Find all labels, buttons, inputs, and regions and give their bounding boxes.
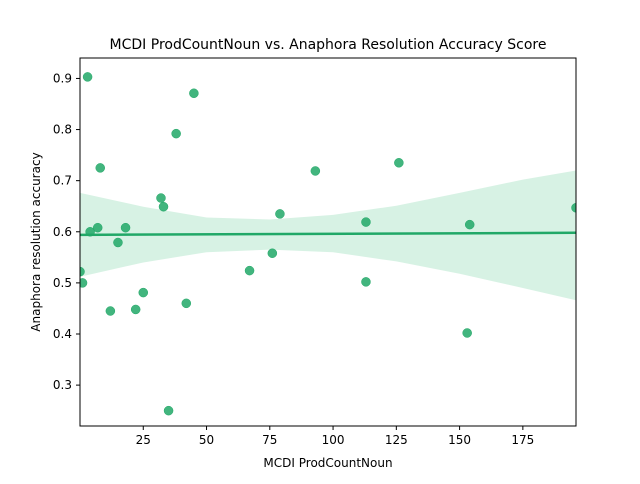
data-point-6 <box>105 306 116 316</box>
y-tick-label-0.5: 0.5 <box>53 276 72 290</box>
regression-line-layer <box>79 231 577 237</box>
data-point-10 <box>138 287 149 298</box>
x-axis-label: MCDI ProdCountNoun <box>263 456 392 470</box>
data-point-9 <box>130 304 141 315</box>
confidence-band <box>80 170 576 301</box>
x-axis-ticks: 25 50 75 100 125 150 175 <box>136 426 534 447</box>
data-point-8 <box>120 222 131 233</box>
data-point-17 <box>244 265 255 276</box>
x-tick-label-25: 25 <box>136 433 151 447</box>
data-point-3 <box>85 227 95 237</box>
confidence-band-layer <box>80 170 576 301</box>
data-point-15 <box>181 298 192 309</box>
data-point-4 <box>92 222 103 233</box>
data-point-22 <box>361 277 371 287</box>
x-tick-label-125: 125 <box>385 433 408 447</box>
data-point-12 <box>158 201 169 212</box>
y-tick-label-0.9: 0.9 <box>53 71 72 85</box>
data-point-7 <box>113 237 123 248</box>
y-axis-label: Anaphora resolution accuracy <box>29 152 43 331</box>
y-tick-label-0.3: 0.3 <box>53 378 72 392</box>
data-points-layer <box>80 72 576 416</box>
data-point-5 <box>95 163 105 173</box>
data-point-11 <box>156 193 166 203</box>
data-point-18 <box>267 248 278 258</box>
x-tick-label-175: 175 <box>511 433 534 447</box>
data-point-26 <box>571 203 576 213</box>
data-point-23 <box>394 158 404 168</box>
data-point-19 <box>275 209 285 219</box>
data-point-20 <box>310 166 321 176</box>
data-point-24 <box>462 328 472 338</box>
y-tick-label-0.4: 0.4 <box>53 327 72 341</box>
data-point-0 <box>80 266 85 277</box>
data-point-1 <box>80 278 88 288</box>
y-tick-label-0.7: 0.7 <box>53 174 72 188</box>
x-tick-label-150: 150 <box>448 433 471 447</box>
data-point-2 <box>82 72 93 82</box>
y-axis-ticks: 0.3 0.4 0.5 0.6 0.7 0.8 0.9 <box>53 71 80 392</box>
data-point-25 <box>464 219 475 230</box>
x-tick-label-50: 50 <box>199 433 214 447</box>
data-point-14 <box>171 128 181 139</box>
data-point-21 <box>361 217 371 227</box>
data-point-16 <box>189 88 199 99</box>
x-tick-label-75: 75 <box>262 433 277 447</box>
y-tick-label-0.8: 0.8 <box>53 123 72 137</box>
chart-title: MCDI ProdCountNoun vs. Anaphora Resoluti… <box>110 37 547 53</box>
data-point-13 <box>163 405 174 416</box>
x-tick-label-100: 100 <box>322 433 345 447</box>
y-tick-label-0.6: 0.6 <box>53 225 72 239</box>
plot-frame <box>79 57 577 427</box>
regression-line <box>79 231 577 237</box>
